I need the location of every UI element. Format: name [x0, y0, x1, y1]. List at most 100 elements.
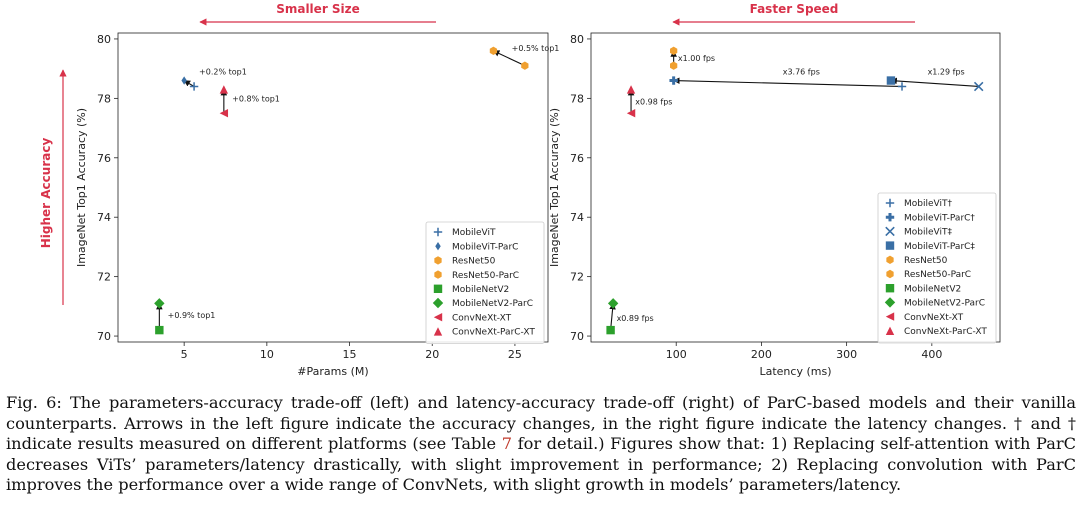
- legend-marker-mobilevit-parc: [885, 213, 895, 222]
- y-tick-label: 70: [97, 330, 111, 343]
- x-tick-label: 300: [836, 348, 857, 361]
- annotation-label: x1.29 fps: [928, 68, 965, 77]
- point-mobilevit-parc: [181, 76, 187, 85]
- legend-marker-mobilevit: [885, 198, 895, 208]
- legend-frame: [425, 221, 545, 344]
- annotation-label: +0.8% top1: [232, 94, 280, 103]
- legend-entry: ConvNeXt-XT: [904, 313, 964, 323]
- change-arrow: [890, 77, 979, 88]
- point-mobilenetv2-parc: [607, 298, 619, 309]
- x-tick-label: 5: [181, 348, 188, 361]
- y-tick-label: 80: [570, 33, 584, 46]
- legend-entry: MobileViT: [452, 228, 496, 238]
- point-convnext-parc-xt: [219, 85, 229, 94]
- point-mobilevit: [973, 81, 984, 92]
- point-mobilevit-parc: [669, 76, 678, 85]
- x-tick-label: 10: [260, 348, 274, 361]
- y-tick-label: 72: [97, 271, 111, 284]
- legend-entry: MobileNetV2: [452, 285, 509, 295]
- x-tick-label: 15: [343, 348, 357, 361]
- point-resnet50-parc: [670, 46, 678, 56]
- legend-entry: ConvNeXt-ParC-XT: [904, 327, 987, 337]
- point-mobilevit-parc: [886, 76, 896, 85]
- legend-marker-resnet50: [886, 255, 894, 264]
- annotation-label: +0.5% top1: [512, 44, 560, 53]
- point-resnet50: [670, 61, 678, 70]
- legend-entry: ResNet50-ParC: [452, 271, 519, 281]
- legend-marker-mobilenetv2-parc: [432, 297, 444, 309]
- legend-marker-mobilenetv2: [885, 284, 895, 293]
- legend-entry: MobileNetV2: [904, 284, 961, 294]
- point-mobilenetv2-parc: [154, 298, 165, 309]
- y-tick-label: 74: [97, 211, 111, 224]
- figure-caption: Fig. 6: The parameters-accuracy trade-of…: [6, 393, 1076, 496]
- legend-marker-mobilevit-parc: [435, 242, 441, 251]
- legend-marker-mobilevit: [433, 227, 443, 237]
- annotation-label: +0.2% top1: [199, 68, 247, 77]
- y-axis-label: ImageNet Top1 Accuracy (%): [75, 108, 88, 267]
- annotation-label: x0.89 fps: [617, 314, 654, 323]
- y-tick-label: 80: [97, 33, 111, 46]
- annotation-label: +0.9% top1: [168, 311, 216, 320]
- legend-entry: MobileViT-ParC: [452, 242, 518, 252]
- y-tick-label: 70: [570, 330, 584, 343]
- legend-marker-convnext-parc-xt: [885, 326, 895, 335]
- annotation-label: x1.00 fps: [678, 54, 715, 63]
- legend-entry: ConvNeXt-XT: [452, 313, 512, 323]
- y-tick-label: 72: [570, 271, 584, 284]
- caption-text-1: Fig. 6: The parameters-accuracy trade-of…: [6, 393, 1076, 453]
- point-convnext-xt: [626, 109, 636, 118]
- higher-accuracy-indicator: Higher Accuracy: [39, 69, 67, 305]
- y-tick-label: 76: [570, 152, 584, 165]
- point-resnet50-parc: [489, 46, 498, 56]
- point-convnext-xt: [219, 109, 229, 118]
- point-mobilenetv2: [155, 325, 164, 335]
- legend: MobileViT† MobileViT-ParC† MobileViT‡ Mobil…: [877, 192, 997, 344]
- legend-marker-mobilenetv2: [433, 284, 443, 293]
- point-mobilevit: [897, 82, 907, 91]
- faster-speed-label: Faster Speed: [750, 2, 839, 16]
- legend-marker-mobilenetv2-parc: [884, 297, 896, 308]
- x-axis-label: #Params (M): [297, 365, 368, 378]
- legend-marker-mobilevit: [885, 226, 895, 237]
- y-tick-label: 78: [570, 92, 584, 105]
- legend-marker-convnext-parc-xt: [433, 327, 443, 336]
- legend-frame: [877, 192, 997, 344]
- legend-entry: ConvNeXt-ParC-XT: [452, 328, 535, 338]
- figure: Smaller Size Faster Speed Higher Accurac…: [39, 2, 1001, 378]
- legend-marker-convnext-xt: [885, 312, 895, 321]
- legend-entry: MobileNetV2-ParC: [904, 299, 985, 309]
- x-tick-label: 400: [921, 348, 942, 361]
- table-reference-link[interactable]: 7: [501, 434, 512, 453]
- legend-entry: ResNet50-ParC: [904, 270, 971, 280]
- legend-marker-convnext-xt: [433, 313, 443, 322]
- annotation-label: x3.76 fps: [783, 68, 820, 77]
- latency-accuracy-chart: 100 200 300 400 70 72 74 76 78 80 Latency (ms) Imag…: [548, 32, 1001, 378]
- caption-text-2: for detail.) Figures show that: 1) Repla…: [6, 434, 1076, 494]
- smaller-size-label: Smaller Size: [276, 2, 360, 16]
- legend-entry: MobileNetV2-ParC: [452, 299, 533, 309]
- legend-entry: MobileViT‡: [904, 228, 952, 238]
- higher-accuracy-label: Higher Accuracy: [39, 138, 53, 249]
- legend-entry: MobileViT-ParC‡: [904, 242, 975, 252]
- point-mobilenetv2: [606, 325, 615, 335]
- x-tick-label: 200: [751, 348, 772, 361]
- legend-entry: MobileViT†: [904, 199, 952, 209]
- point-convnext-parc-xt: [626, 85, 636, 94]
- annotation-label: x0.98 fps: [635, 97, 672, 106]
- legend-marker-resnet50-parc: [886, 269, 894, 279]
- y-tick-label: 74: [570, 211, 584, 224]
- x-tick-label: 100: [666, 348, 687, 361]
- legend-marker-resnet50: [434, 256, 442, 265]
- point-mobilevit: [189, 82, 199, 91]
- y-tick-label: 76: [97, 152, 111, 165]
- faster-speed-indicator: Faster Speed: [672, 2, 915, 26]
- change-arrow: [492, 50, 526, 67]
- change-arrow: [672, 77, 903, 88]
- params-accuracy-chart: 5 10 15 20 25 70 72 74 76 78 80 #Params (M) ImageNet…: [75, 32, 560, 378]
- x-tick-label: 25: [508, 348, 522, 361]
- x-axis-label: Latency (ms): [759, 365, 831, 378]
- x-tick-label: 20: [425, 348, 439, 361]
- legend: MobileViT MobileViT-ParC ResNet50 ResNet50-…: [425, 221, 545, 344]
- smaller-size-indicator: Smaller Size: [199, 2, 436, 26]
